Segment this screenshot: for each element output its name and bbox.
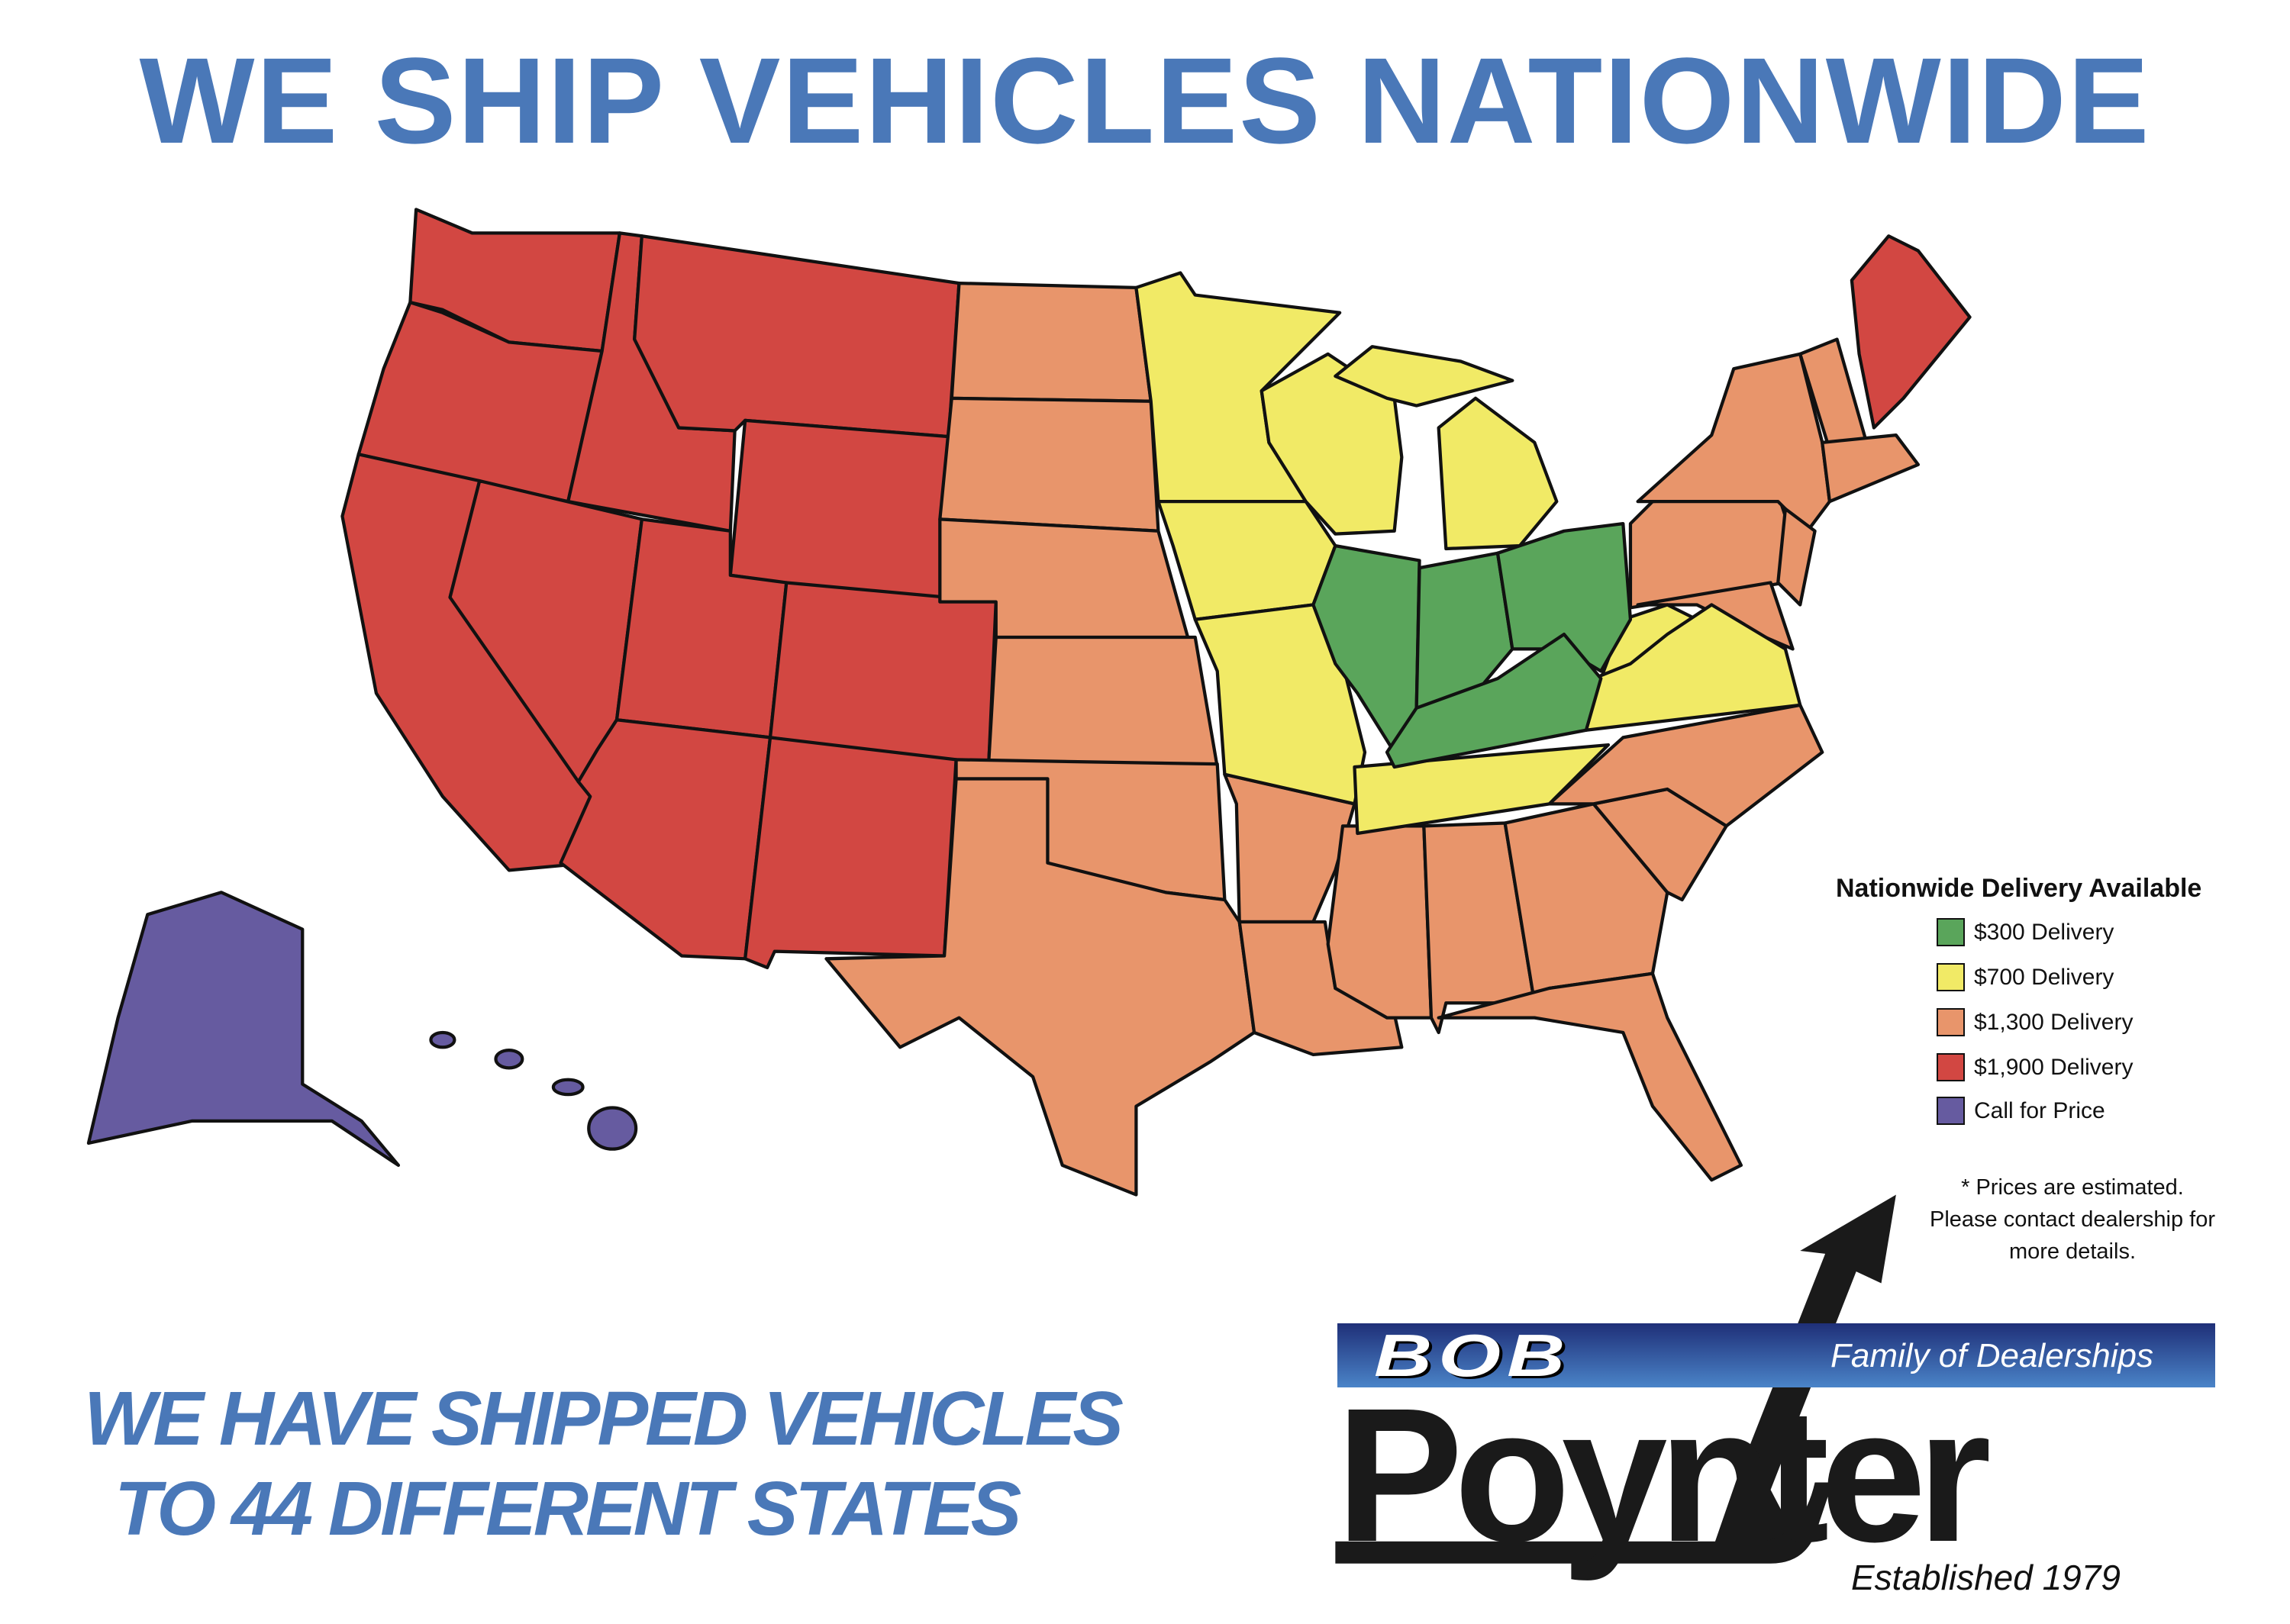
state-NC (1547, 703, 1824, 828)
state-SD (938, 396, 1160, 533)
legend-swatch (1937, 1008, 1965, 1036)
state-MA-CT-RI (1821, 433, 1921, 504)
logo-family-text: Family of Dealerships (1830, 1337, 2154, 1374)
note-line: more details. (2008, 1239, 2136, 1264)
state-KY (1385, 632, 1603, 769)
state-AK (86, 891, 401, 1168)
state-FL (1437, 972, 1743, 1182)
state-IA (1156, 500, 1337, 621)
state-HI (494, 1049, 524, 1070)
legend-item-1300: $1,300 Delivery (1937, 1008, 2133, 1036)
logo-established: Established 1979 (1851, 1558, 2121, 1597)
shipped-statement: WE HAVE SHIPPED VEHICLES TO 44 DIFFERENT… (84, 1374, 1124, 1554)
legend-swatch (1937, 1097, 1965, 1125)
legend-label: $700 Delivery (1974, 964, 2114, 990)
state-MI-UP (1334, 345, 1514, 408)
legend-label: Call for Price (1974, 1097, 2105, 1123)
state-MI (1437, 396, 1559, 551)
page-title: WE SHIP VEHICLES NATIONWIDE (139, 32, 2151, 169)
state-OH (1495, 522, 1633, 673)
state-HI (587, 1106, 638, 1151)
state-MT (633, 234, 961, 439)
state-IN (1414, 551, 1514, 710)
legend-item-300: $300 Delivery (1937, 918, 2114, 946)
legend-item-1900: $1,900 Delivery (1937, 1053, 2133, 1081)
state-CO (768, 581, 998, 769)
legend-swatch (1937, 918, 1965, 946)
state-HI (551, 1078, 585, 1097)
legend-title: Nationwide Delivery Available (1836, 874, 2202, 903)
state-AZ (559, 718, 772, 961)
state-NM (743, 736, 958, 970)
price-disclaimer: * Prices are estimated. Please contact d… (1855, 1171, 2290, 1268)
logo-bob: BOB (1374, 1322, 1572, 1389)
note-line: * Prices are estimated. (1961, 1175, 2184, 1200)
note-line: Please contact dealership for (1930, 1207, 2215, 1232)
shipped-line: WE HAVE SHIPPED VEHICLES (84, 1376, 1124, 1461)
legend-label: $1,300 Delivery (1974, 1009, 2134, 1035)
legend-item-call: Call for Price (1937, 1097, 2105, 1125)
state-ND (950, 281, 1153, 403)
legend-label: $1,900 Delivery (1974, 1054, 2134, 1080)
state-WY (728, 418, 951, 607)
legend-swatch (1937, 1053, 1965, 1081)
state-HI (429, 1030, 456, 1049)
logo-poynter: Poynter (1336, 1368, 1992, 1581)
state-KS (986, 635, 1219, 769)
state-ME (1850, 234, 1972, 430)
legend-item-700: $700 Delivery (1937, 963, 2114, 991)
legend-label: $300 Delivery (1974, 919, 2114, 945)
state-NJ (1776, 507, 1817, 607)
shipped-line: TO 44 DIFFERENT STATES (114, 1466, 1021, 1552)
state-TN (1353, 743, 1611, 836)
logo-banner (1337, 1323, 2215, 1387)
legend: Nationwide Delivery Available $300 Deliv… (1836, 874, 2286, 1125)
legend-swatch (1937, 963, 1965, 991)
state-TX (824, 777, 1256, 1197)
state-MS (1326, 824, 1434, 1020)
